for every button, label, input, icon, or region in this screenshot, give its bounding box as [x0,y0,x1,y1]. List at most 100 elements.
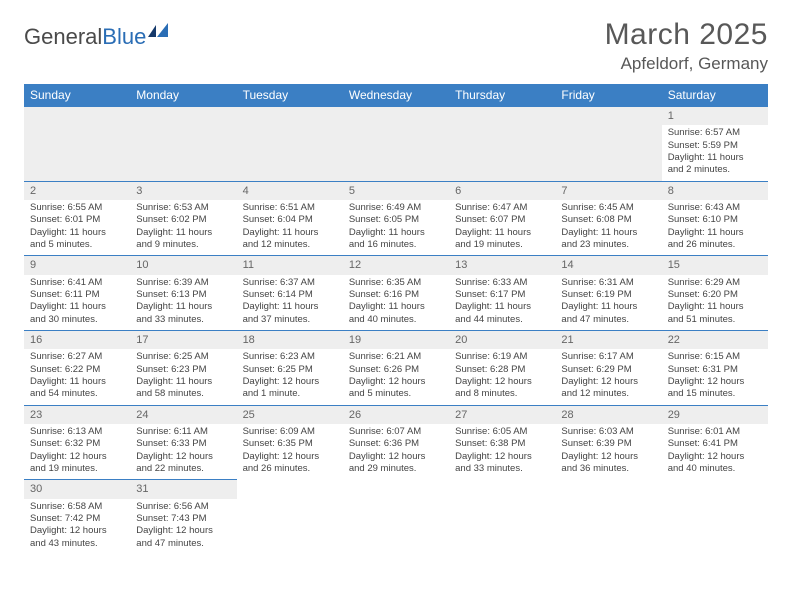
day-details: Sunrise: 6:49 AMSunset: 6:05 PMDaylight:… [343,200,449,255]
sunset-line: Sunset: 6:31 PM [668,364,762,376]
calendar-cell: 24Sunrise: 6:11 AMSunset: 6:33 PMDayligh… [130,405,236,480]
calendar-table: SundayMondayTuesdayWednesdayThursdayFrid… [24,84,768,554]
daylight-line: Daylight: 12 hours and 33 minutes. [455,451,549,476]
calendar-cell: 10Sunrise: 6:39 AMSunset: 6:13 PMDayligh… [130,255,236,330]
sunset-line: Sunset: 6:38 PM [455,438,549,450]
day-details: Sunrise: 6:03 AMSunset: 6:39 PMDaylight:… [555,424,661,479]
day-details: Sunrise: 6:53 AMSunset: 6:02 PMDaylight:… [130,200,236,255]
calendar-cell: 27Sunrise: 6:05 AMSunset: 6:38 PMDayligh… [449,405,555,480]
day-number: 10 [130,255,236,274]
day-details: Sunrise: 6:56 AMSunset: 7:43 PMDaylight:… [130,499,236,554]
daylight-line: Daylight: 11 hours and 12 minutes. [243,227,337,252]
flag-icon [148,23,170,39]
sunset-line: Sunset: 6:36 PM [349,438,443,450]
sunrise-line: Sunrise: 6:07 AM [349,426,443,438]
calendar-cell: 20Sunrise: 6:19 AMSunset: 6:28 PMDayligh… [449,330,555,405]
daylight-line: Daylight: 12 hours and 15 minutes. [668,376,762,401]
day-number: 12 [343,255,449,274]
day-details: Sunrise: 6:23 AMSunset: 6:25 PMDaylight:… [237,349,343,404]
day-number: 23 [24,405,130,424]
sunset-line: Sunset: 6:02 PM [136,214,230,226]
calendar-cell: 4Sunrise: 6:51 AMSunset: 6:04 PMDaylight… [237,181,343,256]
calendar-cell: 15Sunrise: 6:29 AMSunset: 6:20 PMDayligh… [662,255,768,330]
daylight-line: Daylight: 12 hours and 26 minutes. [243,451,337,476]
day-number: 17 [130,330,236,349]
calendar-cell: 7Sunrise: 6:45 AMSunset: 6:08 PMDaylight… [555,181,661,256]
weekday-header: Sunday [24,84,130,106]
day-number: 28 [555,405,661,424]
day-number: 27 [449,405,555,424]
sunset-line: Sunset: 6:33 PM [136,438,230,450]
calendar-cell [555,106,661,181]
weekday-header: Friday [555,84,661,106]
sunset-line: Sunset: 6:11 PM [30,289,124,301]
logo-part2: Blue [102,24,146,49]
sunset-line: Sunset: 6:04 PM [243,214,337,226]
calendar-cell [343,106,449,181]
sunset-line: Sunset: 6:22 PM [30,364,124,376]
calendar-cell: 12Sunrise: 6:35 AMSunset: 6:16 PMDayligh… [343,255,449,330]
daylight-line: Daylight: 11 hours and 47 minutes. [561,301,655,326]
weekday-header: Thursday [449,84,555,106]
day-number: 16 [24,330,130,349]
day-details: Sunrise: 6:43 AMSunset: 6:10 PMDaylight:… [662,200,768,255]
day-number: 15 [662,255,768,274]
calendar-cell: 23Sunrise: 6:13 AMSunset: 6:32 PMDayligh… [24,405,130,480]
day-number: 25 [237,405,343,424]
sunset-line: Sunset: 7:43 PM [136,513,230,525]
sunrise-line: Sunrise: 6:21 AM [349,351,443,363]
sunrise-line: Sunrise: 6:31 AM [561,277,655,289]
logo-text: GeneralBlue [24,24,146,50]
sunrise-line: Sunrise: 6:33 AM [455,277,549,289]
day-details: Sunrise: 6:01 AMSunset: 6:41 PMDaylight:… [662,424,768,479]
day-number: 26 [343,405,449,424]
calendar-cell: 2Sunrise: 6:55 AMSunset: 6:01 PMDaylight… [24,181,130,256]
daylight-line: Daylight: 12 hours and 47 minutes. [136,525,230,550]
day-number: 3 [130,181,236,200]
daylight-line: Daylight: 12 hours and 1 minute. [243,376,337,401]
day-details: Sunrise: 6:21 AMSunset: 6:26 PMDaylight:… [343,349,449,404]
sunset-line: Sunset: 6:08 PM [561,214,655,226]
calendar-cell: 9Sunrise: 6:41 AMSunset: 6:11 PMDaylight… [24,255,130,330]
sunrise-line: Sunrise: 6:27 AM [30,351,124,363]
sunset-line: Sunset: 6:17 PM [455,289,549,301]
day-number: 6 [449,181,555,200]
calendar-row: 16 Sunrise: 6:27 AMSunset: 6:22 PM Dayligh… [24,330,768,405]
day-number: 30 [24,479,130,498]
weekday-header-row: SundayMondayTuesdayWednesdayThursdayFrid… [24,84,768,106]
sunrise-line: Sunrise: 6:11 AM [136,426,230,438]
weekday-header: Wednesday [343,84,449,106]
sunset-line: Sunset: 7:42 PM [30,513,124,525]
calendar-body: 1Sunrise: 6:57 AMSunset: 5:59 PMDaylight… [24,106,768,554]
calendar-row: 23Sunrise: 6:13 AMSunset: 6:32 PMDayligh… [24,405,768,480]
sunrise-line: Sunrise: 6:49 AM [349,202,443,214]
day-number: 13 [449,255,555,274]
sunset-line: Sunset: 6:25 PM [243,364,337,376]
sunrise-line: Sunrise: 6:17 AM [561,351,655,363]
day-number: 1 [662,106,768,125]
sunrise-line: Sunrise: 6:41 AM [30,277,124,289]
calendar-cell: 11Sunrise: 6:37 AMSunset: 6:14 PMDayligh… [237,255,343,330]
day-details: Sunrise: 6:57 AMSunset: 5:59 PMDaylight:… [662,125,768,180]
daylight-line: Daylight: 12 hours and 8 minutes. [455,376,549,401]
sunrise-line: Sunrise: 6:03 AM [561,426,655,438]
daylight-line: Daylight: 12 hours and 12 minutes. [561,376,655,401]
sunset-line: Sunset: 6:10 PM [668,214,762,226]
sunrise-line: Sunrise: 6:43 AM [668,202,762,214]
logo-part1: General [24,24,102,49]
day-number: 21 [555,330,661,349]
weekday-header: Monday [130,84,236,106]
sunrise-line: Sunrise: 6:55 AM [30,202,124,214]
calendar-row: 2Sunrise: 6:55 AMSunset: 6:01 PMDaylight… [24,181,768,256]
calendar-cell [662,479,768,554]
day-number: 19 [343,330,449,349]
day-number: 14 [555,255,661,274]
sunrise-line: Sunrise: 6:57 AM [668,127,762,139]
day-number: 20 [449,330,555,349]
sunset-line: Sunset: 6:13 PM [136,289,230,301]
sunset-line: Sunset: 6:35 PM [243,438,337,450]
day-number: 8 [662,181,768,200]
sunrise-line: Sunrise: 6:58 AM [30,501,124,513]
sunrise-line: Sunrise: 6:13 AM [30,426,124,438]
calendar-cell: 3Sunrise: 6:53 AMSunset: 6:02 PMDaylight… [130,181,236,256]
